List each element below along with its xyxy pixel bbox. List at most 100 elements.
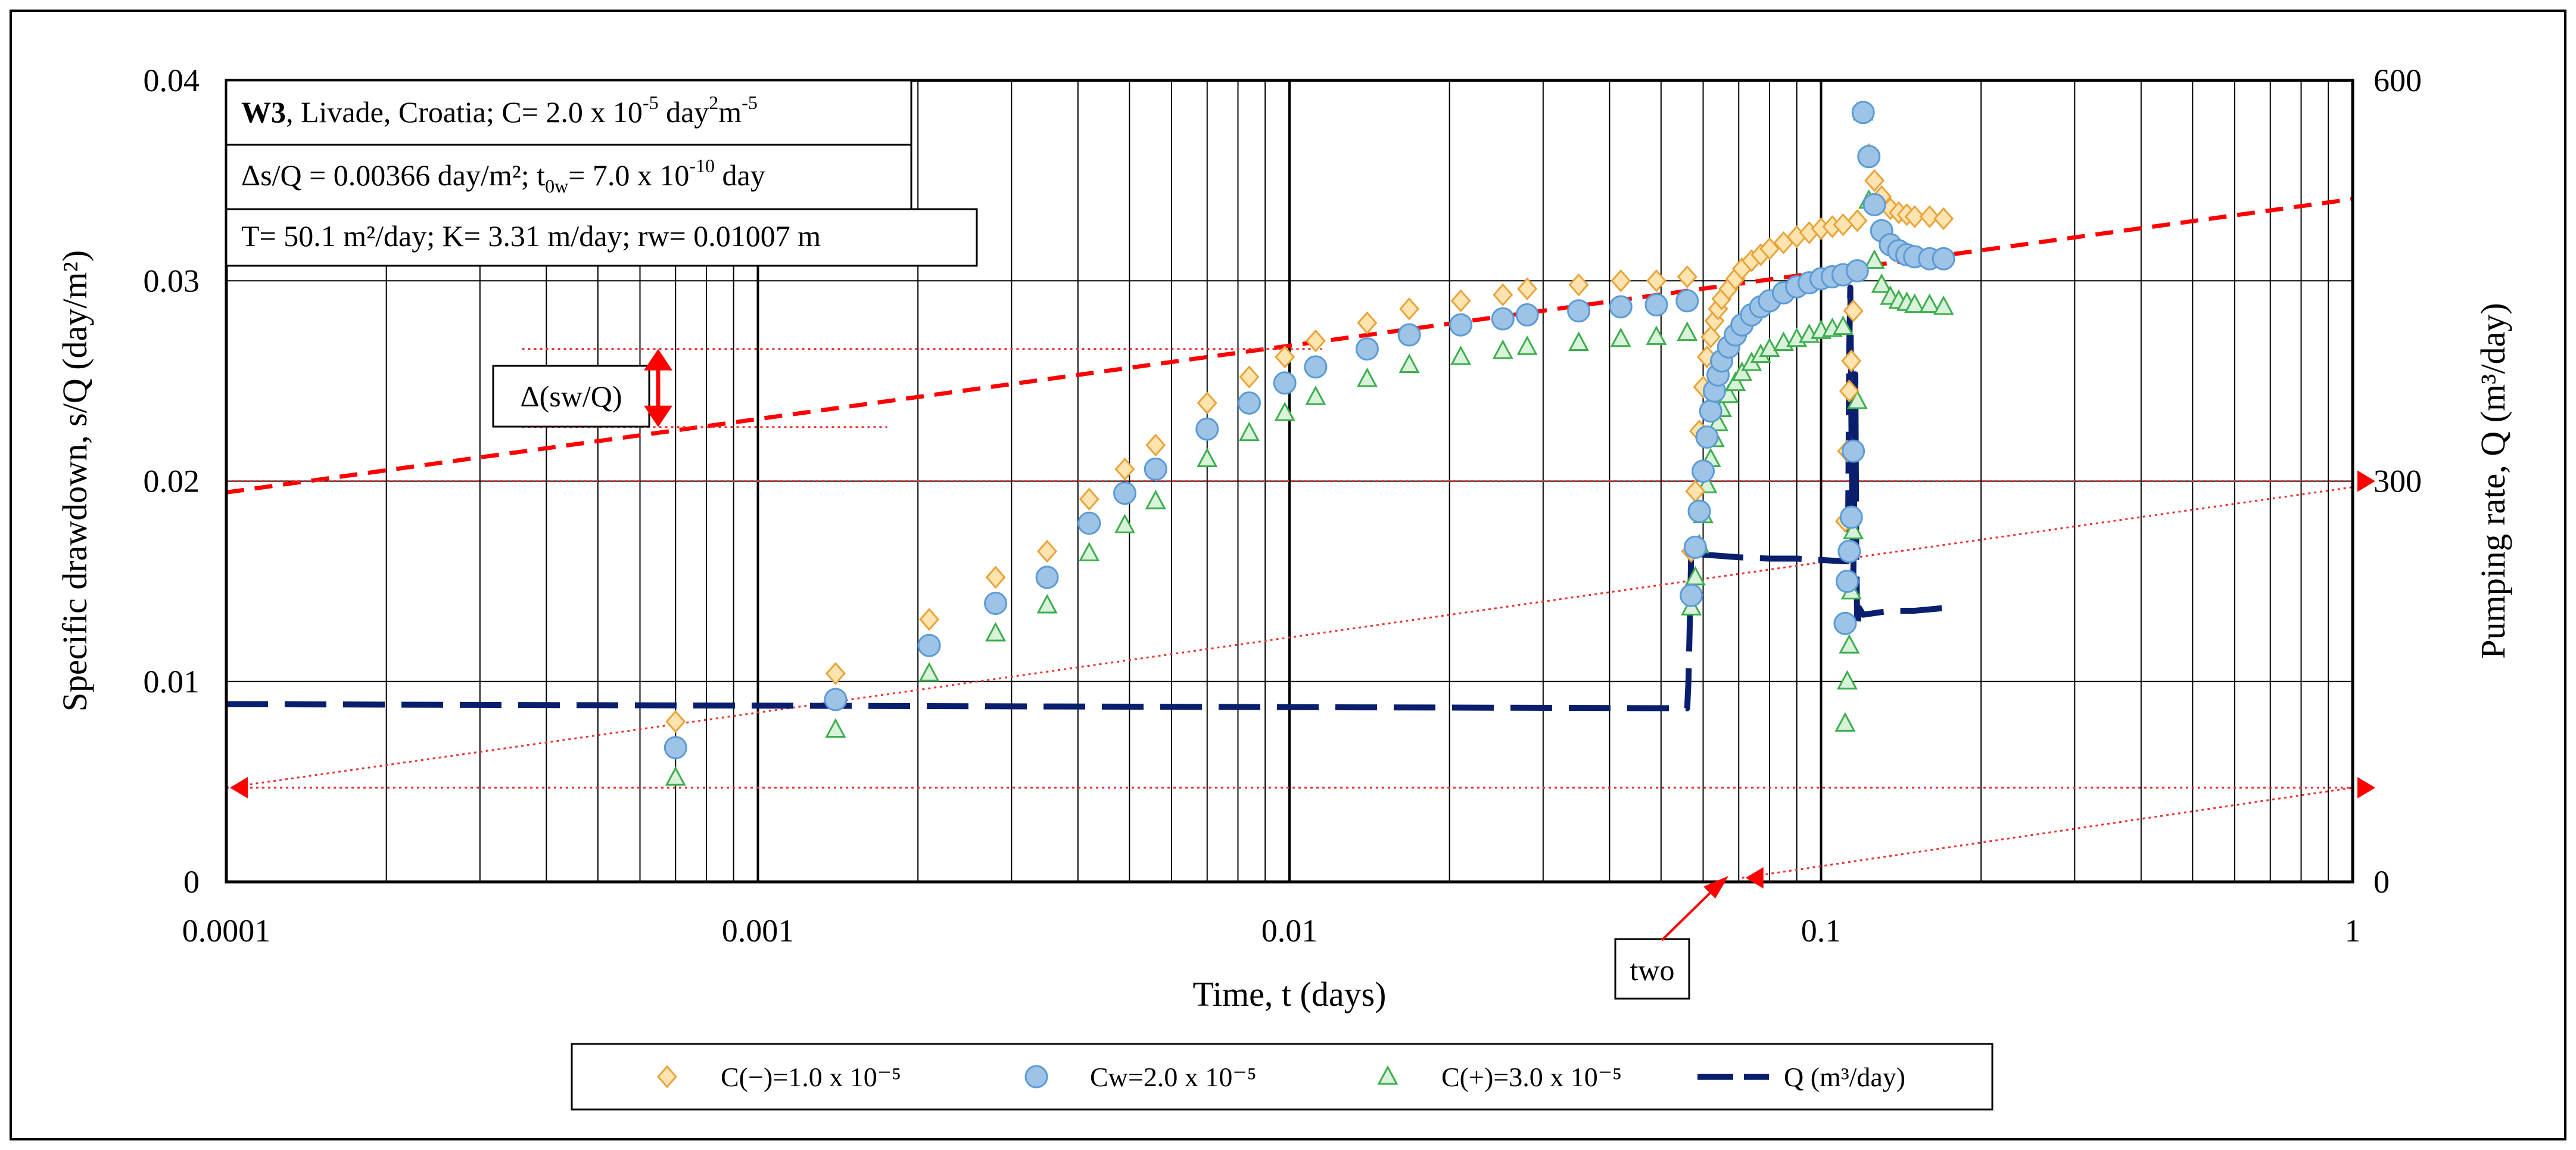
- point-circle: [1077, 511, 1101, 535]
- point-triangle: [1933, 295, 1954, 315]
- point-triangle: [1079, 542, 1100, 562]
- point-circle: [984, 592, 1008, 616]
- info-line-2-b: = 7.0 x 10: [568, 158, 689, 192]
- point-circle: [1683, 535, 1707, 559]
- delta-arrow: [644, 349, 672, 427]
- point-diamond: [1197, 391, 1217, 415]
- point-circle: [1851, 101, 1875, 125]
- guide-arrow-head: [1745, 867, 1764, 889]
- x-tick-label: 0.01: [1261, 913, 1318, 949]
- point-circle: [917, 633, 941, 657]
- point-circle: [1195, 417, 1219, 441]
- y2-tick-label: 0: [2373, 864, 2390, 900]
- point-circle: [1515, 303, 1539, 327]
- point-triangle: [1871, 273, 1892, 293]
- legend-label: C(−)=1.0 x 10⁻⁵: [721, 1062, 901, 1092]
- point-circle: [1491, 307, 1515, 331]
- info-well-id: W3: [241, 95, 286, 129]
- legend-triangle-swatch: [1377, 1065, 1398, 1085]
- point-triangle: [1036, 593, 1058, 614]
- info-line-1-sup: -5: [643, 92, 659, 113]
- point-triangle: [1836, 670, 1858, 690]
- delta-annotation: Δ(sw/Q): [492, 349, 672, 428]
- point-circle: [1449, 313, 1473, 337]
- two-arrow-line: [1661, 887, 1717, 941]
- point-diamond: [1239, 365, 1260, 388]
- point-triangle: [1832, 315, 1854, 335]
- point-diamond: [825, 662, 846, 685]
- point-diamond: [1904, 205, 1925, 228]
- delta-arrow-bottom: [644, 405, 672, 427]
- point-circle: [1113, 481, 1136, 505]
- x-tick-label: 0.0001: [182, 913, 271, 949]
- y-tick-label: 0.01: [144, 664, 200, 700]
- point-circle: [1833, 611, 1857, 635]
- y-axis-title: Specific drawdown, s/Q (day/m²): [55, 250, 94, 711]
- info-line-1: W3, Livade, Croatia; C= 2.0 x 10-5 day2m…: [241, 92, 758, 129]
- point-diamond: [1847, 209, 1868, 232]
- point-diamond: [1079, 487, 1099, 511]
- point-triangle: [1492, 339, 1513, 359]
- point-triangle: [1274, 401, 1295, 421]
- point-triangle: [1919, 293, 1940, 313]
- point-triangle: [1197, 447, 1218, 468]
- guide-semilog-fit: [226, 197, 2353, 495]
- point-diamond: [1933, 207, 1954, 231]
- point-diamond: [1839, 379, 1859, 403]
- y-tick-labels: 0 0.01 0.02 0.03 0.04: [144, 63, 200, 900]
- info-line-1-unit: day: [659, 95, 709, 129]
- point-triangle: [1238, 421, 1260, 442]
- point-diamond: [1864, 169, 1885, 192]
- y2-tick-labels: 0 300 600: [2373, 63, 2422, 900]
- point-triangle: [1646, 325, 1667, 345]
- delta-arrow-top: [644, 349, 672, 371]
- info-line-1-unit2: m: [718, 95, 742, 129]
- point-triangle: [1904, 293, 1926, 313]
- point-circle: [1355, 337, 1379, 361]
- point-circle: [1692, 459, 1715, 483]
- point-circle: [1857, 145, 1881, 169]
- legend-diamond-swatch: [656, 1065, 678, 1089]
- legend: C(−)=1.0 x 10⁻⁵ Cw=2.0 x 10⁻⁵ C(+)=3.0 x 1…: [571, 1043, 1993, 1111]
- point-diamond: [1517, 277, 1538, 300]
- info-line-2: Δs/Q = 0.00366 day/m²; t0w= 7.0 x 10-10 …: [241, 155, 765, 197]
- point-triangle: [918, 662, 940, 682]
- point-triangle: [1843, 520, 1864, 540]
- point-diamond: [1145, 433, 1166, 457]
- point-diamond: [1646, 269, 1667, 293]
- x-tick-label: 0.1: [1801, 913, 1842, 949]
- y-tick-label: 0: [183, 864, 200, 900]
- y-tick-label: 0.04: [144, 63, 200, 98]
- point-circle: [1695, 425, 1719, 449]
- info-line-2-c: day: [715, 158, 765, 192]
- point-triangle: [1568, 331, 1590, 351]
- point-triangle: [665, 766, 686, 786]
- point-circle: [1304, 355, 1328, 379]
- point-diamond: [1611, 269, 1631, 293]
- point-diamond: [1399, 297, 1420, 321]
- point-diamond: [665, 710, 686, 733]
- point-circle: [1839, 505, 1863, 529]
- x-tick-label: 1: [2345, 913, 2361, 949]
- two-arrow-head: [1703, 876, 1728, 899]
- point-circle: [1837, 539, 1861, 563]
- point-triangle: [1759, 337, 1780, 358]
- y2-tick-label: 300: [2373, 464, 2422, 499]
- legend-circle-swatch: [1024, 1065, 1048, 1089]
- point-circle: [1842, 439, 1865, 463]
- x-axis-title: Time, t (days): [1193, 975, 1387, 1014]
- info-line-2-sub: 0w: [545, 175, 568, 197]
- point-diamond: [985, 565, 1006, 589]
- point-triangle: [1145, 489, 1166, 509]
- point-triangle: [1450, 345, 1472, 365]
- info-box: W3, Livade, Croatia; C= 2.0 x 10-5 day2m…: [225, 79, 978, 267]
- guide-arrow-head: [230, 776, 248, 798]
- point-triangle: [1731, 361, 1753, 381]
- point-circle: [1687, 499, 1711, 523]
- point-triangle: [1846, 389, 1868, 409]
- point-triangle: [1516, 335, 1538, 355]
- legend-label: Cw=2.0 x 10⁻⁵: [1090, 1062, 1257, 1092]
- info-line-2-text: Δs/Q = 0.00366 day/m²; t: [241, 158, 545, 192]
- point-diamond: [919, 608, 940, 631]
